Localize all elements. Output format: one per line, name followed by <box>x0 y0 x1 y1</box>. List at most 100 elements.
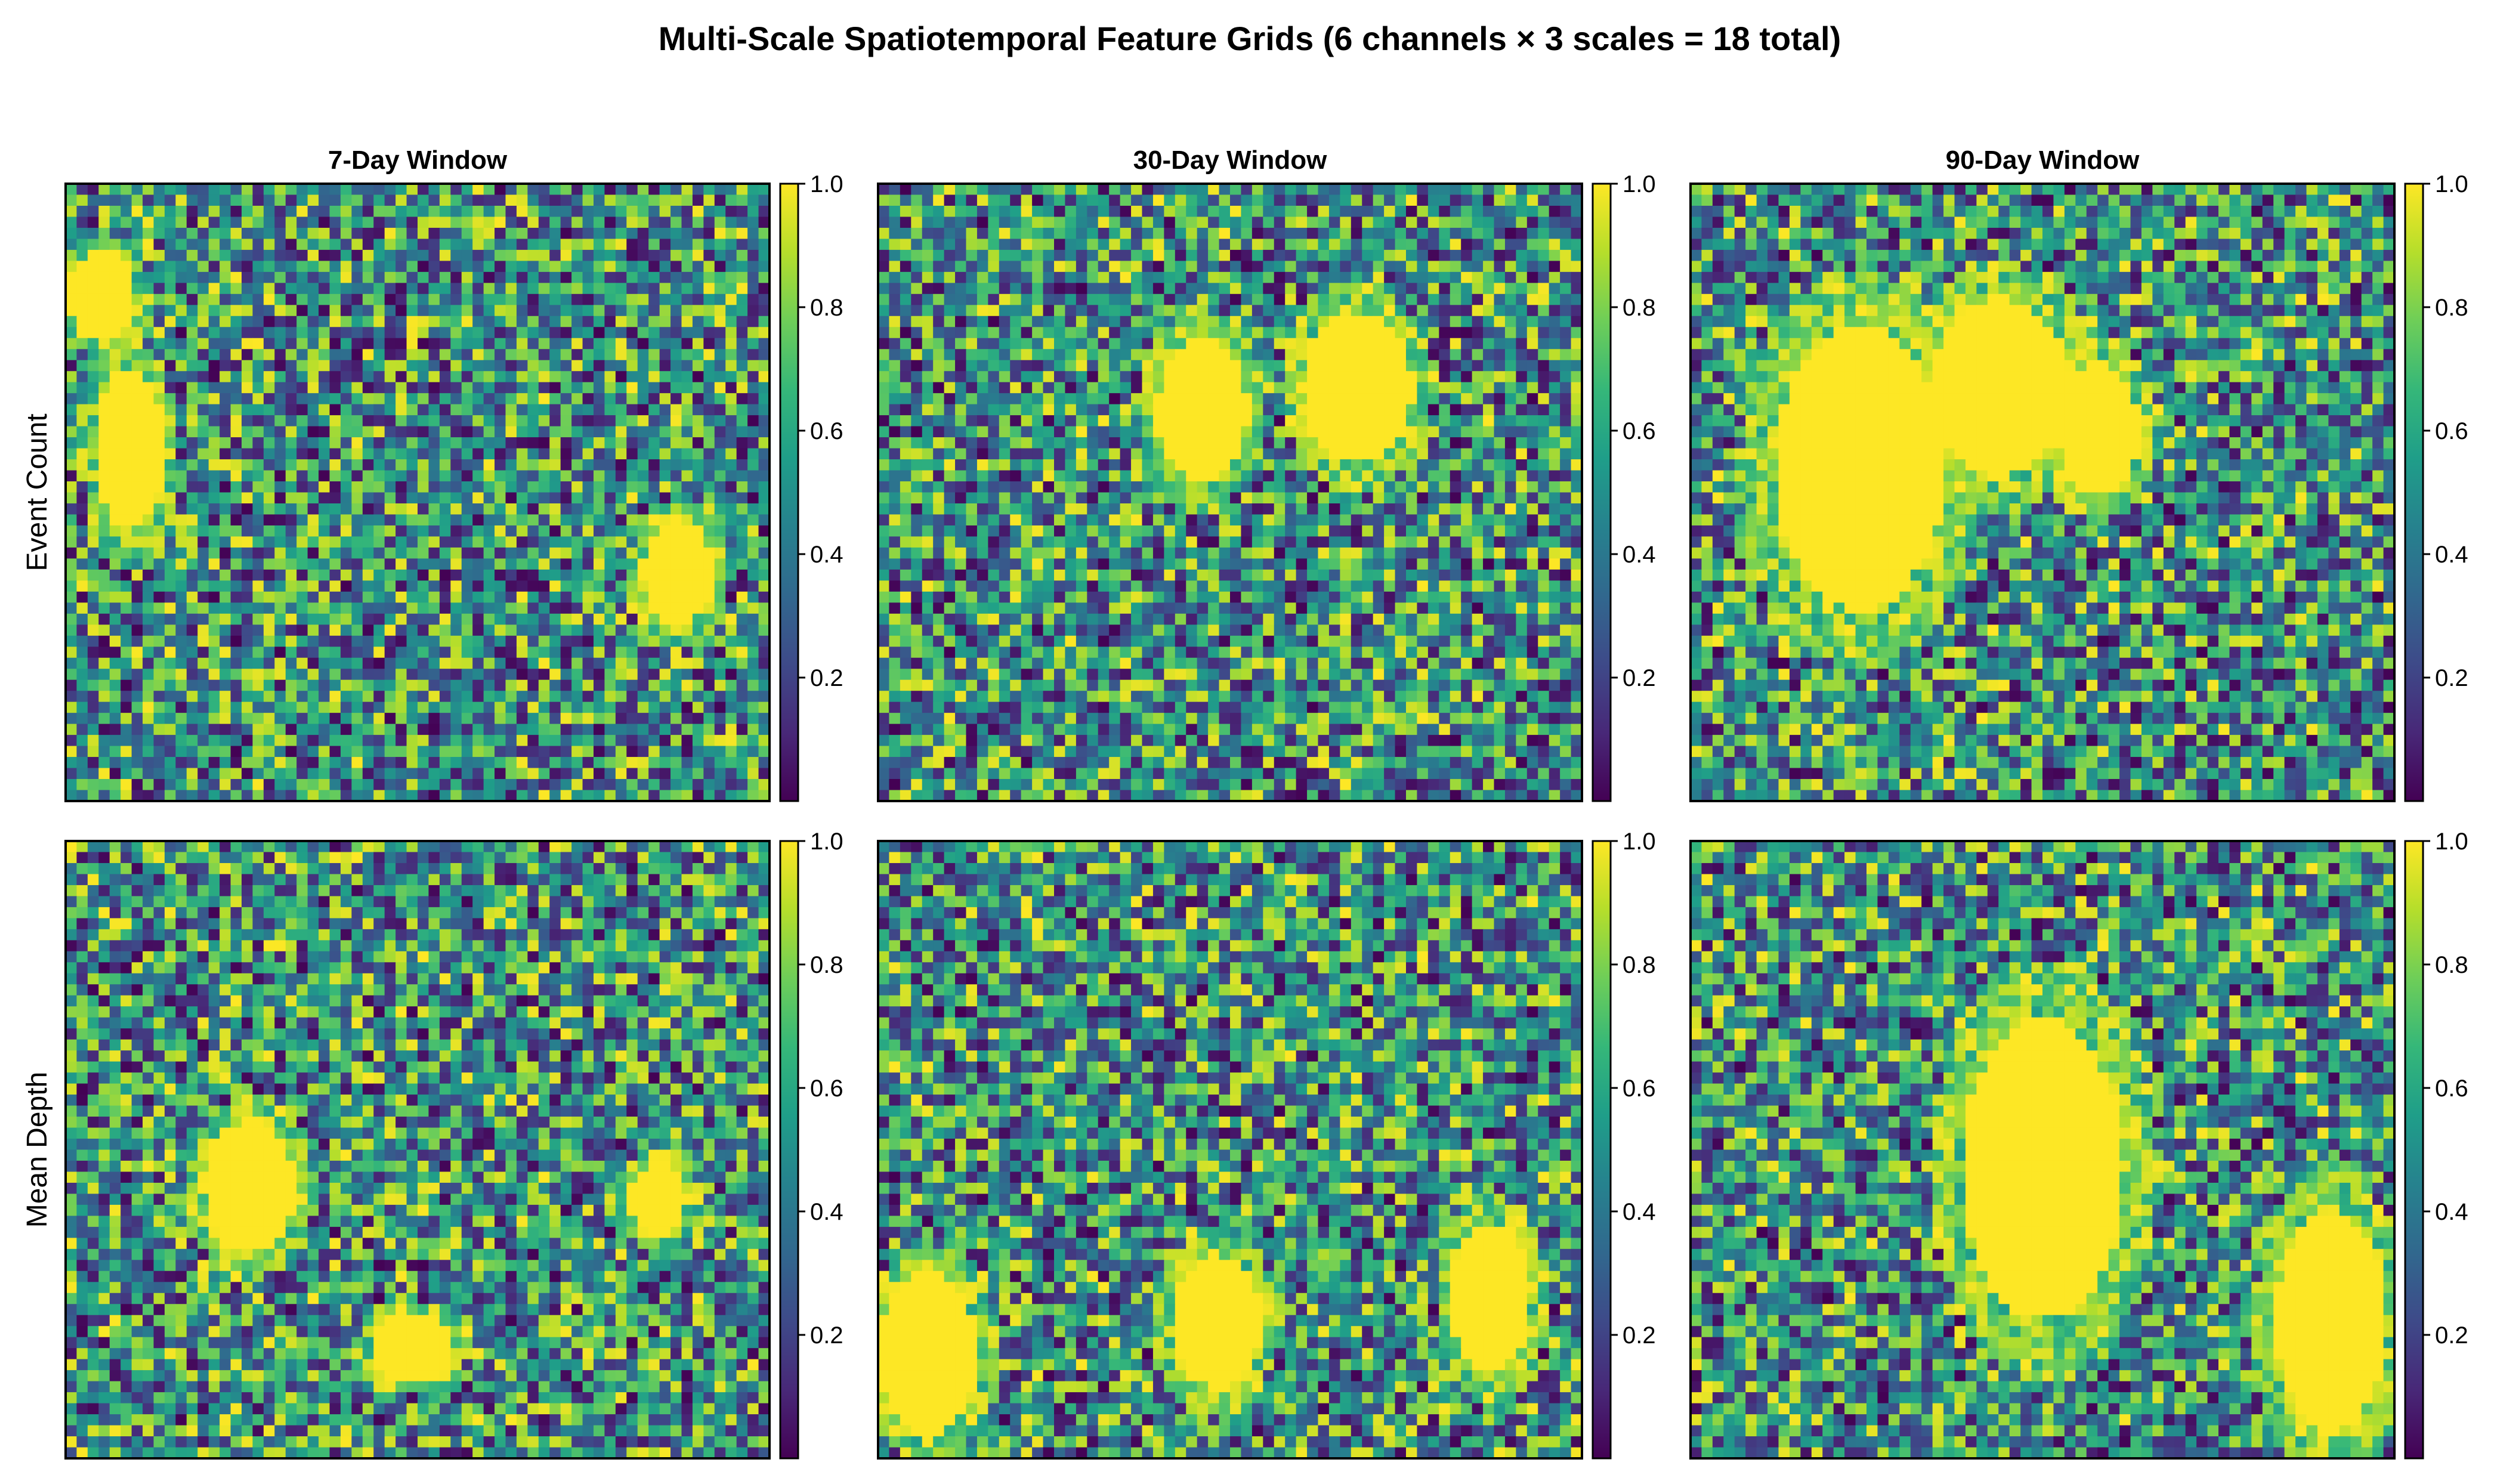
heatmap-cell <box>1186 184 1198 196</box>
heatmap-cell <box>670 293 682 305</box>
heatmap-cell <box>560 481 572 493</box>
heatmap-cell <box>1208 194 1220 206</box>
heatmap-cell <box>362 426 374 438</box>
heatmap-cell <box>560 239 572 251</box>
heatmap-cell <box>637 691 649 703</box>
heatmap-cell <box>966 404 978 416</box>
heatmap-cell <box>725 271 737 283</box>
heatmap-cell <box>242 415 254 427</box>
heatmap-cell <box>637 271 649 283</box>
heatmap-cell <box>242 580 254 592</box>
heatmap-cell <box>1263 371 1275 383</box>
heatmap-cell <box>1296 227 1308 240</box>
heatmap-cell <box>274 305 286 317</box>
heatmap-cell <box>439 657 451 669</box>
heatmap-cell <box>1340 393 1352 405</box>
heatmap-cell <box>76 217 88 228</box>
heatmap-cell <box>197 647 209 658</box>
heatmap-cell <box>626 503 638 515</box>
heatmap-cell <box>98 779 110 791</box>
heatmap-cell <box>1186 261 1198 273</box>
heatmap-cell <box>505 536 517 548</box>
heatmap-cell <box>252 768 264 780</box>
heatmap-cell <box>362 360 374 372</box>
heatmap-cell <box>296 293 308 305</box>
heatmap-cell <box>186 525 198 537</box>
heatmap-cell <box>527 261 539 273</box>
heatmap-cell <box>285 701 297 713</box>
heatmap-cell <box>307 713 319 725</box>
heatmap-cell <box>703 647 715 658</box>
heatmap-cell <box>527 768 539 780</box>
heatmap-cell <box>626 547 638 559</box>
heatmap-cell <box>549 724 561 735</box>
heatmap-cell <box>395 184 407 196</box>
heatmap-cell <box>242 217 254 228</box>
heatmap-cell <box>659 602 671 614</box>
heatmap-cell <box>98 591 110 603</box>
heatmap-cell <box>439 459 451 471</box>
heatmap-cell <box>976 293 988 305</box>
heatmap-cell <box>340 635 352 647</box>
heatmap-cell <box>505 724 517 735</box>
heatmap-cell <box>1461 239 1473 251</box>
heatmap-cell <box>274 547 286 559</box>
heatmap-cell <box>296 349 308 361</box>
heatmap-cell <box>1483 382 1495 394</box>
heatmap-cell <box>560 327 572 339</box>
heatmap-cell <box>319 691 330 703</box>
heatmap-cell <box>208 503 220 515</box>
heatmap-cell <box>406 338 418 350</box>
heatmap-cell <box>164 283 176 295</box>
heatmap-cell <box>1439 371 1451 383</box>
heatmap-cell <box>1230 239 1242 251</box>
heatmap-cell <box>197 492 209 504</box>
heatmap-cell <box>153 790 165 802</box>
heatmap-cell <box>758 426 770 438</box>
heatmap-cell <box>911 371 923 383</box>
heatmap-cell <box>495 481 506 493</box>
heatmap-cell <box>505 338 517 350</box>
heatmap-cell <box>703 525 715 537</box>
heatmap-cell <box>242 514 254 526</box>
heatmap-cell <box>1318 327 1330 339</box>
heatmap-cell <box>351 481 363 493</box>
heatmap-cell <box>76 448 88 460</box>
heatmap-cell <box>1571 327 1583 339</box>
heatmap-cell <box>1526 184 1538 196</box>
heatmap-cell <box>692 338 704 350</box>
heatmap-cell <box>472 657 484 669</box>
heatmap-cell <box>120 249 132 261</box>
heatmap-cell <box>670 514 682 526</box>
heatmap-cell <box>87 768 99 780</box>
heatmap-cell <box>1043 305 1055 317</box>
heatmap-cell <box>230 691 242 703</box>
heatmap-cell <box>758 701 770 713</box>
heatmap-cell <box>230 404 242 416</box>
heatmap-cell <box>230 724 242 735</box>
heatmap-cell <box>1526 205 1538 218</box>
heatmap-cell <box>966 338 978 350</box>
heatmap-cell <box>889 194 901 206</box>
heatmap-cell <box>692 701 704 713</box>
heatmap-cell <box>351 227 363 240</box>
heatmap-cell <box>1328 239 1340 251</box>
heatmap-cell <box>955 415 967 427</box>
heatmap-cell <box>758 415 770 427</box>
heatmap-cell <box>648 701 660 713</box>
heatmap-cell <box>1450 327 1461 339</box>
heatmap-cell <box>1560 293 1572 305</box>
heatmap-cell <box>549 239 561 251</box>
heatmap-cell <box>76 360 88 372</box>
heatmap-cell <box>242 437 254 449</box>
heatmap-cell <box>197 525 209 537</box>
heatmap-cell <box>659 569 671 581</box>
heatmap-cell <box>1197 338 1209 350</box>
heatmap-cell <box>263 558 275 570</box>
heatmap-cell <box>626 481 638 493</box>
heatmap-cell <box>1021 293 1033 305</box>
heatmap-cell <box>252 779 264 791</box>
heatmap-cell <box>1417 261 1429 273</box>
heatmap-cell <box>1142 338 1154 350</box>
heatmap-cell <box>604 459 616 471</box>
